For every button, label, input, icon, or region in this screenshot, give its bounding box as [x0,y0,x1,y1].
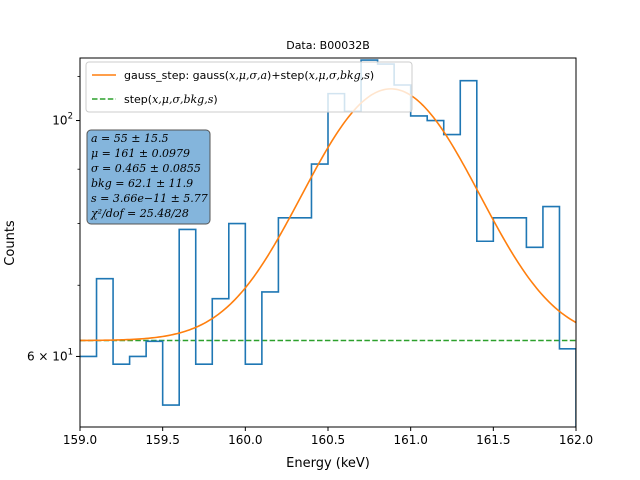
legend-entry-label: gauss_step: gauss(x,μ,σ,a)+step(x,μ,σ,bk… [124,69,374,82]
x-tick-label: 162.0 [559,433,593,447]
x-axis-label: Energy (keV) [286,456,370,471]
chart-title: Data: B00032B [286,39,370,52]
y-axis: 102 6 × 101 [27,76,80,363]
fit-stats-line: bkg = 62.1 ± 11.9 [91,177,193,190]
y-axis-label: Counts [3,220,18,266]
y-tick-label: 102 [52,112,73,128]
fit-stats-line: s = 3.66e−11 ± 5.77 [91,192,208,205]
fit-stats-line: a = 55 ± 15.5 [91,132,168,145]
legend-frame [85,61,413,113]
x-tick-label: 159.5 [145,433,179,447]
fit-stats-line: χ²/dof = 25.48/28 [90,207,189,220]
y-tick-label: 6 × 101 [27,347,73,363]
x-tick-label: 160.0 [228,433,262,447]
x-tick-label: 159.0 [63,433,97,447]
fit-stats-frame [86,129,211,225]
x-tick-label: 161.5 [476,433,510,447]
x-tick-label: 161.0 [393,433,427,447]
fit-stats-box: a = 55 ± 15.5 μ = 161 ± 0.0979 σ = 0.465 ±… [86,129,211,225]
fit-series-curve [80,88,576,342]
x-tick-label: 160.5 [311,433,345,447]
legend: gauss_step: gauss(x,μ,σ,a)+step(x,μ,σ,bk… [85,61,413,113]
fit-stats-line: σ = 0.465 ± 0.0855 [91,162,201,175]
x-axis: 159.0 159.5 160.0 160.5 161.0 161.5 162.0 [63,427,593,447]
fit-stats-line: μ = 161 ± 0.0979 [91,147,190,160]
legend-entry-label: step(x,μ,σ,bkg,s) [124,93,218,106]
